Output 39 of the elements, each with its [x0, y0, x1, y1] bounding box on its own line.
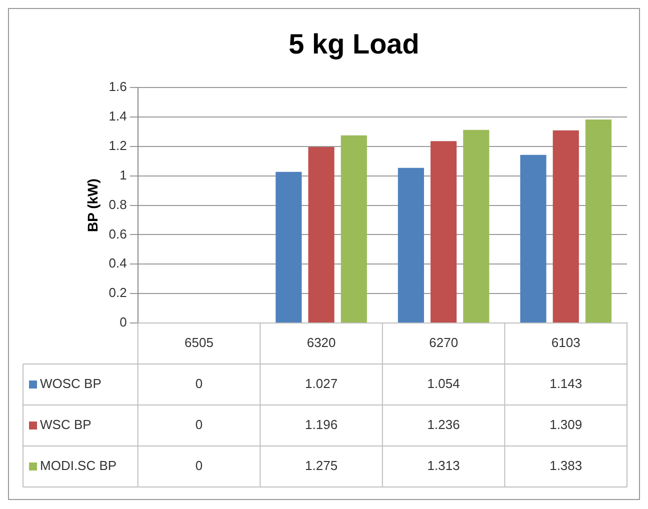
legend-label: MODI.SC BP: [40, 458, 117, 474]
y-tick-label: 0: [120, 314, 127, 330]
data-label: 1.236: [427, 417, 460, 432]
y-tick-label: 1.2: [108, 138, 127, 154]
bar: [463, 130, 490, 322]
bar: [398, 168, 424, 322]
y-tick-label: 1.4: [108, 108, 127, 124]
data-label: 1.027: [305, 376, 338, 392]
bar: [552, 130, 579, 322]
bar: [340, 135, 367, 322]
y-tick-label: 1: [120, 167, 127, 182]
data-label: 1.143: [550, 376, 582, 392]
data-label: 1.054: [427, 376, 460, 392]
bar: [430, 141, 457, 322]
data-label: 0: [195, 458, 203, 474]
y-tick-label: 0.6: [108, 226, 127, 242]
bar: [585, 120, 612, 322]
y-tick-label: 0.8: [108, 196, 127, 212]
legend-label: WOSC BP: [40, 376, 102, 392]
y-axis-title: BP (kW): [84, 178, 100, 232]
data-label: 1.196: [305, 417, 338, 432]
bar: [276, 172, 302, 322]
y-tick-label: 0.4: [108, 256, 127, 271]
legend-label: WSC BP: [40, 417, 92, 432]
x-tick-label: 6505: [184, 335, 214, 350]
y-tick-label: 1.6: [108, 79, 127, 94]
data-label: 1.309: [550, 417, 582, 432]
data-label: 1.383: [550, 458, 582, 474]
y-tick-label: 0.2: [108, 285, 127, 300]
x-tick-label: 6320: [306, 335, 336, 350]
bar: [520, 154, 546, 322]
x-tick-label: 6103: [551, 335, 580, 350]
x-tick-label: 6270: [429, 335, 458, 350]
data-label: 0: [195, 417, 203, 432]
chart-title: 5 kg Load: [288, 28, 420, 60]
bar: [308, 147, 334, 322]
data-label: 0: [195, 376, 203, 392]
data-label: 1.275: [305, 458, 338, 474]
data-label: 1.313: [427, 458, 460, 474]
